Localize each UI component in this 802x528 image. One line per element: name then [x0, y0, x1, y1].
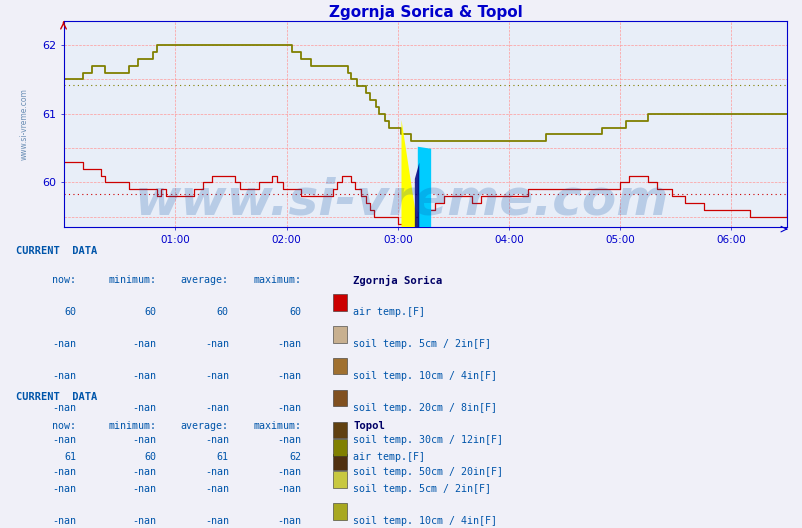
Text: -nan: -nan [52, 485, 76, 494]
Bar [333, 454, 346, 470]
Text: soil temp. 20cm / 8in[F]: soil temp. 20cm / 8in[F] [353, 403, 496, 413]
Text: 62: 62 [289, 452, 301, 463]
Text: CURRENT  DATA: CURRENT DATA [16, 246, 97, 256]
Text: -nan: -nan [277, 435, 301, 445]
Bar [333, 326, 346, 343]
Text: soil temp. 30cm / 12in[F]: soil temp. 30cm / 12in[F] [353, 435, 503, 445]
Text: air temp.[F]: air temp.[F] [353, 307, 425, 317]
Bar [333, 439, 346, 456]
Bar [333, 358, 346, 374]
Text: -nan: -nan [52, 516, 76, 526]
Text: average:: average: [180, 420, 229, 430]
Text: 60: 60 [217, 307, 229, 317]
Text: -nan: -nan [132, 516, 156, 526]
Text: Topol: Topol [353, 420, 385, 430]
Bar [333, 294, 346, 310]
Text: -nan: -nan [132, 371, 156, 381]
Text: soil temp. 5cm / 2in[F]: soil temp. 5cm / 2in[F] [353, 339, 491, 349]
Text: 60: 60 [64, 307, 76, 317]
Text: www.si-vreme.com: www.si-vreme.com [20, 88, 29, 160]
Bar [333, 472, 346, 488]
Text: -nan: -nan [277, 371, 301, 381]
Text: air temp.[F]: air temp.[F] [353, 452, 425, 463]
Text: -nan: -nan [205, 403, 229, 413]
Text: -nan: -nan [205, 485, 229, 494]
Text: 60: 60 [144, 307, 156, 317]
Text: -nan: -nan [205, 516, 229, 526]
Text: 60: 60 [289, 307, 301, 317]
Text: -nan: -nan [277, 339, 301, 349]
Text: -nan: -nan [132, 339, 156, 349]
Text: CURRENT  DATA: CURRENT DATA [16, 392, 97, 401]
Text: -nan: -nan [205, 371, 229, 381]
Text: soil temp. 10cm / 4in[F]: soil temp. 10cm / 4in[F] [353, 371, 496, 381]
Text: average:: average: [180, 276, 229, 285]
Text: -nan: -nan [52, 339, 76, 349]
Text: -nan: -nan [52, 467, 76, 477]
Polygon shape [417, 147, 431, 227]
Text: -nan: -nan [132, 485, 156, 494]
Text: soil temp. 5cm / 2in[F]: soil temp. 5cm / 2in[F] [353, 485, 491, 494]
Text: soil temp. 50cm / 20in[F]: soil temp. 50cm / 20in[F] [353, 467, 503, 477]
Text: now:: now: [52, 420, 76, 430]
Text: -nan: -nan [277, 467, 301, 477]
Text: -nan: -nan [205, 435, 229, 445]
Text: minimum:: minimum: [108, 420, 156, 430]
Bar [333, 422, 346, 438]
Text: minimum:: minimum: [108, 276, 156, 285]
Text: -nan: -nan [277, 403, 301, 413]
Polygon shape [415, 163, 419, 227]
Text: maximum:: maximum: [253, 276, 301, 285]
Text: -nan: -nan [277, 516, 301, 526]
Text: 61: 61 [217, 452, 229, 463]
Text: maximum:: maximum: [253, 420, 301, 430]
Bar [333, 390, 346, 407]
Polygon shape [401, 120, 417, 227]
Text: -nan: -nan [205, 467, 229, 477]
Text: -nan: -nan [132, 467, 156, 477]
Text: now:: now: [52, 276, 76, 285]
Text: -nan: -nan [132, 435, 156, 445]
Text: -nan: -nan [52, 371, 76, 381]
Text: -nan: -nan [132, 403, 156, 413]
Text: Zgornja Sorica: Zgornja Sorica [353, 276, 442, 286]
Text: soil temp. 10cm / 4in[F]: soil temp. 10cm / 4in[F] [353, 516, 496, 526]
Text: -nan: -nan [205, 339, 229, 349]
Text: www.si-vreme.com: www.si-vreme.com [134, 177, 668, 224]
Text: 60: 60 [144, 452, 156, 463]
Title: Zgornja Sorica & Topol: Zgornja Sorica & Topol [328, 5, 522, 20]
Text: 61: 61 [64, 452, 76, 463]
Text: -nan: -nan [52, 403, 76, 413]
Text: -nan: -nan [52, 435, 76, 445]
Text: -nan: -nan [277, 485, 301, 494]
Bar [333, 503, 346, 520]
